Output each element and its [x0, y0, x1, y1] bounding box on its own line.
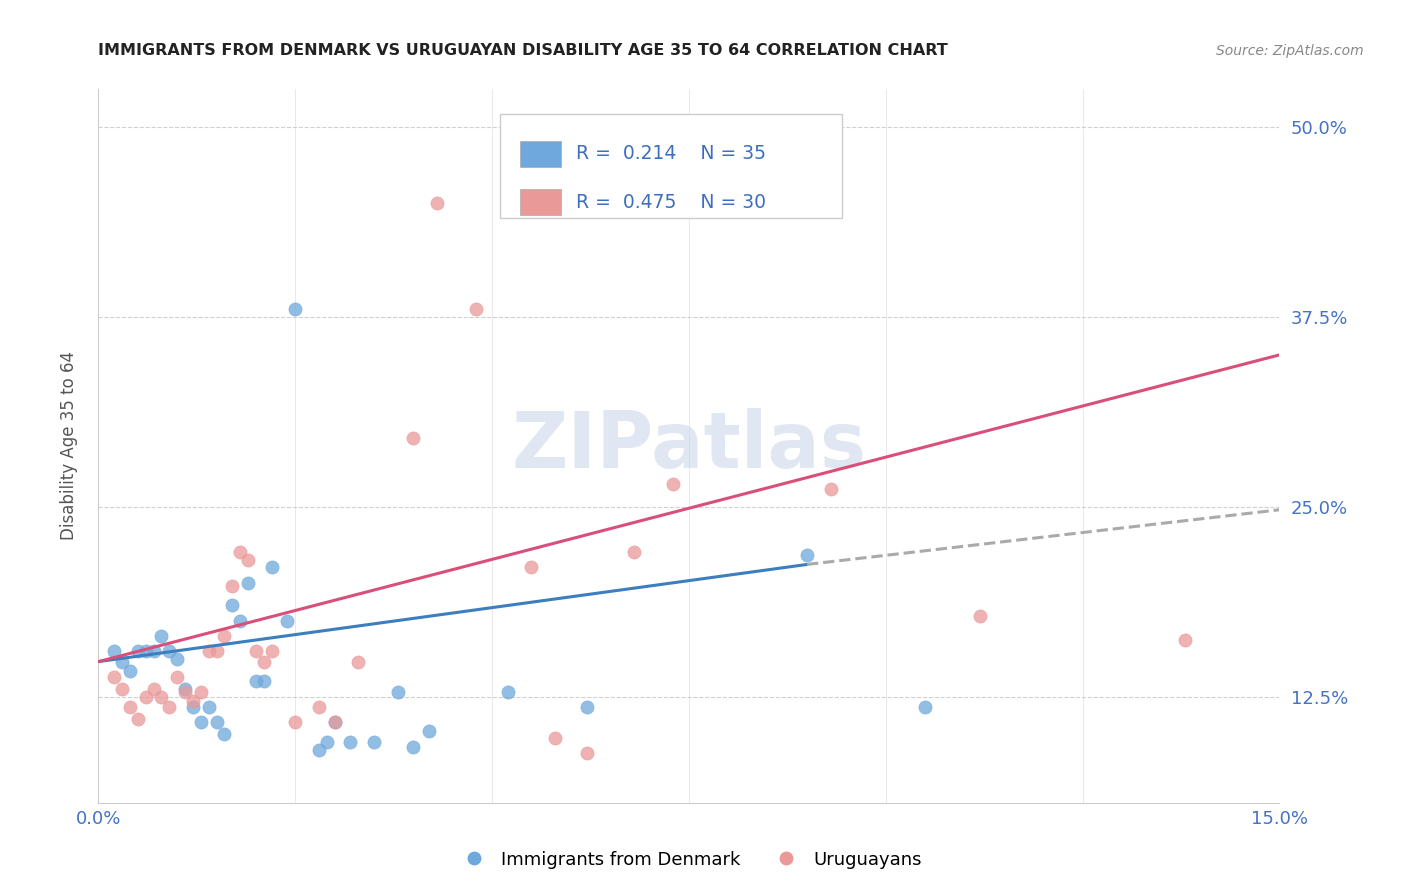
- Point: [323, 715, 346, 730]
- Point: [205, 644, 228, 658]
- Point: [402, 739, 425, 754]
- Point: [914, 700, 936, 714]
- Point: [308, 742, 330, 756]
- Point: [142, 644, 165, 658]
- Point: [142, 681, 165, 696]
- Point: [118, 700, 141, 714]
- Point: [103, 644, 125, 658]
- Point: [214, 727, 236, 741]
- Point: [426, 196, 449, 211]
- Point: [363, 735, 385, 749]
- Y-axis label: Disability Age 35 to 64: Disability Age 35 to 64: [59, 351, 77, 541]
- Point: [623, 545, 645, 559]
- Point: [969, 609, 991, 624]
- Point: [418, 724, 440, 739]
- Text: Source: ZipAtlas.com: Source: ZipAtlas.com: [1216, 44, 1364, 58]
- Point: [284, 715, 307, 730]
- Text: R =  0.475    N = 30: R = 0.475 N = 30: [575, 193, 765, 211]
- Point: [181, 694, 204, 708]
- Point: [308, 700, 330, 714]
- Point: [127, 644, 149, 658]
- Point: [229, 614, 252, 628]
- Point: [245, 644, 267, 658]
- Point: [662, 477, 685, 491]
- Point: [323, 715, 346, 730]
- Point: [205, 715, 228, 730]
- Point: [236, 553, 259, 567]
- Point: [1174, 633, 1197, 648]
- Point: [214, 629, 236, 643]
- Point: [166, 670, 188, 684]
- Point: [253, 655, 276, 669]
- Point: [575, 746, 598, 760]
- Point: [190, 685, 212, 699]
- Point: [135, 644, 157, 658]
- Point: [575, 700, 598, 714]
- Point: [276, 614, 298, 628]
- Point: [284, 302, 307, 317]
- Point: [150, 690, 173, 704]
- Point: [103, 670, 125, 684]
- Point: [820, 482, 842, 496]
- FancyBboxPatch shape: [501, 114, 842, 218]
- Point: [190, 715, 212, 730]
- Point: [150, 629, 173, 643]
- Point: [157, 644, 180, 658]
- Text: ZIPatlas: ZIPatlas: [512, 408, 866, 484]
- Point: [402, 431, 425, 445]
- Point: [221, 599, 243, 613]
- Point: [347, 655, 370, 669]
- Point: [236, 575, 259, 590]
- Point: [465, 302, 488, 317]
- Point: [229, 545, 252, 559]
- Point: [166, 651, 188, 665]
- Point: [496, 685, 519, 699]
- Text: IMMIGRANTS FROM DENMARK VS URUGUAYAN DISABILITY AGE 35 TO 64 CORRELATION CHART: IMMIGRANTS FROM DENMARK VS URUGUAYAN DIS…: [98, 43, 948, 58]
- Point: [111, 681, 134, 696]
- Bar: [520, 189, 561, 215]
- Point: [544, 731, 567, 745]
- Point: [520, 560, 543, 574]
- Point: [127, 712, 149, 726]
- Bar: [520, 141, 561, 167]
- Point: [111, 655, 134, 669]
- Point: [387, 685, 409, 699]
- Point: [260, 560, 283, 574]
- Text: R =  0.214    N = 35: R = 0.214 N = 35: [575, 145, 765, 163]
- Point: [157, 700, 180, 714]
- Point: [315, 735, 337, 749]
- Point: [197, 644, 219, 658]
- Point: [221, 579, 243, 593]
- Point: [796, 549, 818, 563]
- Point: [118, 664, 141, 678]
- Legend: Immigrants from Denmark, Uruguayans: Immigrants from Denmark, Uruguayans: [449, 844, 929, 876]
- Point: [253, 674, 276, 689]
- Point: [339, 735, 361, 749]
- Point: [245, 674, 267, 689]
- Point: [174, 685, 197, 699]
- Point: [174, 681, 197, 696]
- Point: [260, 644, 283, 658]
- Point: [181, 700, 204, 714]
- Point: [135, 690, 157, 704]
- Point: [197, 700, 219, 714]
